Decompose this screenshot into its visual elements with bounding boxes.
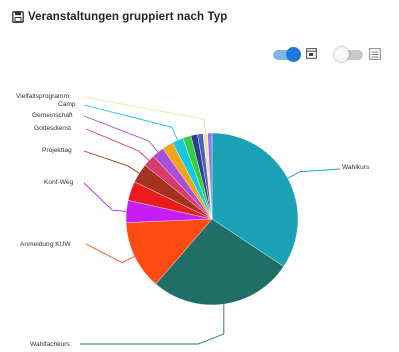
chart-header: Veranstaltungen gruppiert nach Typ (12, 11, 227, 23)
label-leader-line (83, 150, 140, 174)
slice-label: Projekttag (42, 147, 72, 154)
label-leader-line (287, 168, 341, 179)
chart-view-toggle[interactable] (273, 47, 301, 62)
window-icon (306, 48, 317, 59)
slice-label: Gottesdienst (34, 125, 71, 132)
slice-label: Wahlkurs (342, 164, 370, 171)
label-leader-line (85, 243, 135, 264)
slice-label: Anmeldung KUW (20, 241, 71, 248)
label-leader-line (83, 182, 127, 212)
label-leader-line (83, 96, 206, 134)
label-leader-line (80, 304, 225, 345)
slice-label: Vielfaltsprogramm (16, 93, 70, 100)
pie-slice[interactable] (125, 218, 213, 285)
slice-label: Gemeinschaft (32, 112, 73, 119)
pie-slice[interactable] (207, 132, 213, 220)
chart-title: Veranstaltungen gruppiert nach Typ (28, 11, 228, 23)
save-icon[interactable] (12, 11, 24, 23)
list-icon (369, 48, 381, 60)
table-view-toggle[interactable] (334, 47, 363, 62)
view-toggles (270, 45, 390, 65)
slice-label: Wahlfachkurs (30, 341, 70, 348)
label-leader-line (85, 128, 150, 161)
pie-slice[interactable] (155, 218, 284, 306)
label-leader-line (83, 104, 179, 141)
label-leader-line (83, 115, 159, 153)
slice-label: Konf-Weg (44, 179, 74, 186)
slice-label: Camp (58, 101, 76, 108)
